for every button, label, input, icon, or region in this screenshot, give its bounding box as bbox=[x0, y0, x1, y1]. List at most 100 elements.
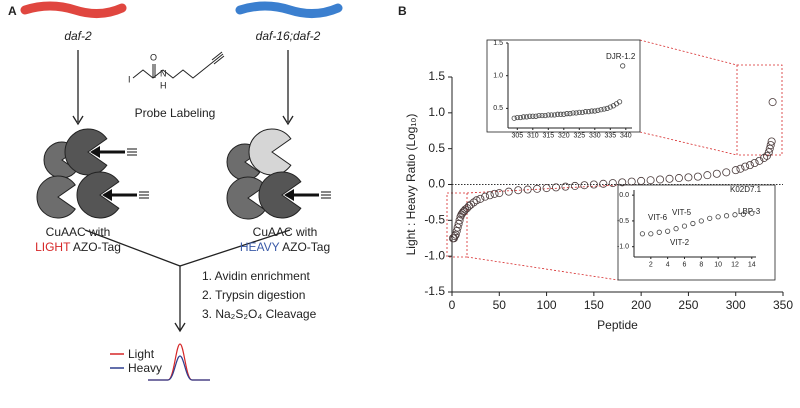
point bbox=[765, 144, 774, 153]
point bbox=[665, 174, 674, 183]
protein bbox=[36, 175, 76, 219]
x-tick-label: 50 bbox=[493, 298, 507, 312]
worm-blue bbox=[235, 1, 343, 18]
x-tick-label: 335 bbox=[604, 132, 616, 139]
point bbox=[715, 214, 721, 220]
y-axis-label: Light : Heavy Ratio (Log₁₀) bbox=[404, 114, 418, 256]
point bbox=[656, 229, 662, 235]
x-tick-label: 4 bbox=[666, 261, 670, 268]
point bbox=[570, 181, 579, 190]
point bbox=[656, 175, 665, 184]
step: 3. Na₂S₂O₄ Cleavage bbox=[202, 307, 317, 321]
annotation: LBP-3 bbox=[738, 207, 761, 216]
point bbox=[620, 63, 626, 69]
proteins bbox=[36, 128, 331, 220]
point bbox=[684, 173, 693, 182]
x-axis-label: Peptide bbox=[597, 318, 638, 332]
x-tick-label: 340 bbox=[620, 132, 632, 139]
point bbox=[637, 176, 646, 185]
point bbox=[476, 194, 485, 203]
point bbox=[517, 114, 524, 121]
point bbox=[472, 196, 481, 205]
point bbox=[690, 220, 696, 227]
x-tick-label: 0 bbox=[449, 298, 456, 312]
point bbox=[764, 148, 773, 157]
annotation: VIT-6 bbox=[648, 213, 668, 222]
point bbox=[453, 223, 462, 232]
point bbox=[454, 219, 463, 228]
point bbox=[736, 164, 745, 173]
point bbox=[616, 99, 623, 105]
point bbox=[589, 108, 595, 114]
point bbox=[740, 211, 746, 217]
point bbox=[749, 210, 755, 216]
point bbox=[561, 111, 567, 117]
tag-label: CuAAC with bbox=[46, 225, 111, 239]
point bbox=[527, 113, 533, 119]
point bbox=[598, 107, 604, 113]
step: 2. Trypsin digestion bbox=[202, 288, 305, 302]
point bbox=[460, 207, 469, 216]
point bbox=[755, 156, 764, 165]
azo-word: AZO-Tag bbox=[282, 240, 330, 254]
point bbox=[703, 171, 712, 180]
point bbox=[452, 227, 461, 236]
point bbox=[455, 216, 464, 225]
point bbox=[732, 212, 738, 218]
point bbox=[589, 180, 598, 189]
peak-heavy bbox=[148, 355, 210, 381]
x-tick-label: 310 bbox=[527, 132, 539, 139]
point bbox=[723, 213, 730, 219]
point bbox=[558, 111, 564, 117]
point bbox=[707, 215, 713, 221]
point bbox=[523, 185, 532, 194]
point bbox=[698, 218, 704, 224]
legend-label: Heavy bbox=[128, 361, 162, 375]
zoom-guides bbox=[446, 39, 783, 281]
point bbox=[451, 230, 460, 239]
point bbox=[579, 109, 586, 115]
y-tick-label: 1.0 bbox=[493, 73, 503, 80]
x-tick-label: 6 bbox=[683, 261, 687, 268]
point bbox=[607, 104, 613, 110]
y-tick-label: -1.5 bbox=[424, 284, 445, 298]
point bbox=[567, 111, 573, 117]
tag-label: HEAVY AZO-Tag bbox=[240, 240, 330, 254]
point bbox=[665, 228, 671, 234]
atom: I bbox=[128, 74, 131, 84]
point bbox=[639, 231, 646, 237]
probe-label: Probe Labeling bbox=[135, 106, 216, 120]
y-tick-label: 0.5 bbox=[493, 105, 503, 112]
panel-label: A bbox=[8, 4, 17, 18]
y-tick-label: -1.0 bbox=[617, 244, 629, 251]
x-tick-label: 320 bbox=[558, 132, 570, 139]
peak-light bbox=[148, 343, 210, 381]
probe-arrow-head bbox=[102, 189, 112, 201]
y-tick-label: 0.5 bbox=[428, 141, 445, 155]
point bbox=[608, 179, 617, 188]
strain-label: daf-16;daf-2 bbox=[256, 29, 321, 43]
worm-red bbox=[20, 1, 127, 18]
point bbox=[722, 168, 731, 177]
strain-label: daf-2 bbox=[64, 29, 92, 43]
x-tick-label: 305 bbox=[511, 132, 523, 139]
protein bbox=[248, 128, 292, 176]
tag-label: LIGHT AZO-Tag bbox=[35, 240, 121, 254]
point bbox=[545, 112, 551, 118]
point bbox=[504, 187, 513, 196]
probe-arrow-head bbox=[90, 146, 100, 158]
point bbox=[646, 176, 655, 185]
point bbox=[648, 231, 654, 237]
azo-word: AZO-Tag bbox=[73, 240, 121, 254]
probe-structure bbox=[132, 51, 225, 79]
annotation: VIT-2 bbox=[670, 238, 690, 247]
point bbox=[536, 112, 542, 119]
atom: H bbox=[160, 80, 167, 90]
y-tick-label: -0.5 bbox=[617, 218, 629, 225]
point bbox=[552, 183, 561, 192]
point bbox=[599, 179, 608, 188]
atom: O bbox=[150, 52, 157, 62]
point bbox=[485, 191, 494, 200]
point bbox=[712, 169, 721, 178]
point bbox=[592, 108, 598, 114]
